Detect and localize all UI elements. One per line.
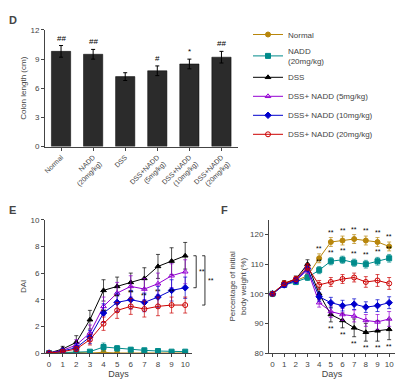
svg-text:**: **: [141, 292, 147, 299]
svg-text:2: 2: [74, 360, 79, 369]
svg-text:**: **: [199, 268, 205, 275]
svg-text:Days: Days: [108, 369, 129, 379]
svg-text:##: ##: [217, 39, 226, 48]
svg-text:E: E: [9, 204, 16, 216]
svg-text:80: 80: [254, 349, 263, 358]
svg-text:6: 6: [129, 360, 134, 369]
svg-text:2: 2: [294, 360, 299, 369]
svg-text:**: **: [114, 293, 120, 300]
svg-text:3: 3: [305, 360, 310, 369]
svg-text:90: 90: [254, 319, 263, 328]
svg-text:**: **: [328, 229, 334, 236]
svg-text:4: 4: [317, 360, 322, 369]
svg-text:#: #: [155, 54, 160, 63]
svg-text:Percentage of initialbody weig: Percentage of initialbody weight (%): [228, 251, 247, 321]
svg-text:NADD(20mg/kg): NADD(20mg/kg): [288, 47, 324, 66]
svg-text:**: **: [169, 288, 175, 295]
svg-text:DSS+ NADD (10mg/kg): DSS+ NADD (10mg/kg): [288, 111, 373, 120]
svg-text:0: 0: [35, 349, 40, 358]
svg-text:DSS+NADD(20mg/kg): DSS+NADD(20mg/kg): [193, 154, 232, 193]
svg-text:DSS+NADD(10mg/kg): DSS+NADD(10mg/kg): [161, 154, 200, 193]
svg-text:0: 0: [270, 360, 275, 369]
svg-text:DSS+NADD(5mg/kg): DSS+NADD(5mg/kg): [128, 154, 167, 193]
svg-text:**: **: [363, 251, 369, 258]
svg-text:DSS+ NADD (5mg/kg): DSS+ NADD (5mg/kg): [288, 92, 368, 101]
svg-text:4: 4: [101, 360, 106, 369]
svg-text:**: **: [386, 343, 392, 350]
svg-text:5: 5: [329, 360, 334, 369]
svg-text:**: **: [375, 248, 381, 255]
svg-text:10: 10: [385, 360, 394, 369]
svg-text:NADD(20mg/kg): NADD(20mg/kg): [69, 154, 103, 188]
svg-text:##: ##: [89, 37, 98, 46]
svg-text:**: **: [328, 325, 334, 332]
svg-text:1: 1: [60, 360, 65, 369]
svg-text:Colon length (cm): Colon length (cm): [19, 56, 28, 119]
svg-text:8: 8: [35, 242, 40, 251]
svg-text:DSS: DSS: [288, 73, 304, 82]
svg-text:6: 6: [340, 360, 345, 369]
svg-text:0: 0: [47, 360, 52, 369]
svg-text:10: 10: [181, 360, 190, 369]
svg-text:4: 4: [35, 296, 40, 305]
svg-text:7: 7: [142, 360, 147, 369]
svg-text:*: *: [188, 47, 191, 56]
svg-text:**: **: [351, 226, 357, 233]
svg-text:**: **: [363, 227, 369, 234]
svg-text:Normal: Normal: [288, 31, 314, 40]
svg-text:**: **: [155, 288, 161, 295]
svg-text:6: 6: [35, 84, 40, 93]
svg-text:**: **: [351, 250, 357, 257]
svg-text:**: **: [375, 344, 381, 351]
svg-text:**: **: [386, 245, 392, 252]
svg-text:7: 7: [352, 360, 357, 369]
svg-text:DSS: DSS: [113, 153, 128, 168]
svg-text:12: 12: [30, 26, 39, 35]
svg-text:**: **: [316, 245, 322, 252]
svg-text:**: **: [386, 233, 392, 240]
svg-text:9: 9: [169, 360, 174, 369]
svg-text:D: D: [9, 14, 17, 26]
svg-text:8: 8: [156, 360, 161, 369]
svg-text:DSS+ NADD (20mg/kg): DSS+ NADD (20mg/kg): [288, 130, 373, 139]
svg-text:1: 1: [282, 360, 287, 369]
svg-text:##: ##: [57, 34, 66, 43]
svg-text:9: 9: [35, 55, 40, 64]
svg-text:8: 8: [364, 360, 369, 369]
svg-text:9: 9: [375, 360, 380, 369]
svg-text:120: 120: [250, 230, 264, 239]
svg-text:3: 3: [35, 113, 40, 122]
svg-text:**: **: [363, 344, 369, 351]
svg-text:**: **: [375, 229, 381, 236]
svg-text:100: 100: [250, 290, 264, 299]
svg-text:**: **: [351, 340, 357, 347]
svg-text:DAI: DAI: [19, 280, 28, 293]
svg-text:F: F: [221, 204, 228, 216]
svg-text:0: 0: [35, 142, 40, 151]
svg-text:**: **: [101, 308, 107, 315]
svg-text:**: **: [340, 227, 346, 234]
svg-text:2: 2: [35, 322, 40, 331]
svg-text:**: **: [316, 258, 322, 265]
svg-text:6: 6: [35, 269, 40, 278]
svg-text:**: **: [340, 331, 346, 338]
svg-text:**: **: [208, 277, 214, 284]
svg-text:Days: Days: [322, 369, 343, 379]
svg-text:10: 10: [30, 216, 39, 225]
svg-text:**: **: [328, 249, 334, 256]
svg-text:3: 3: [88, 360, 93, 369]
svg-text:5: 5: [115, 360, 120, 369]
svg-text:110: 110: [251, 260, 264, 269]
svg-text:**: **: [340, 247, 346, 254]
svg-text:**: **: [128, 289, 134, 296]
svg-text:Normal: Normal: [43, 153, 64, 174]
